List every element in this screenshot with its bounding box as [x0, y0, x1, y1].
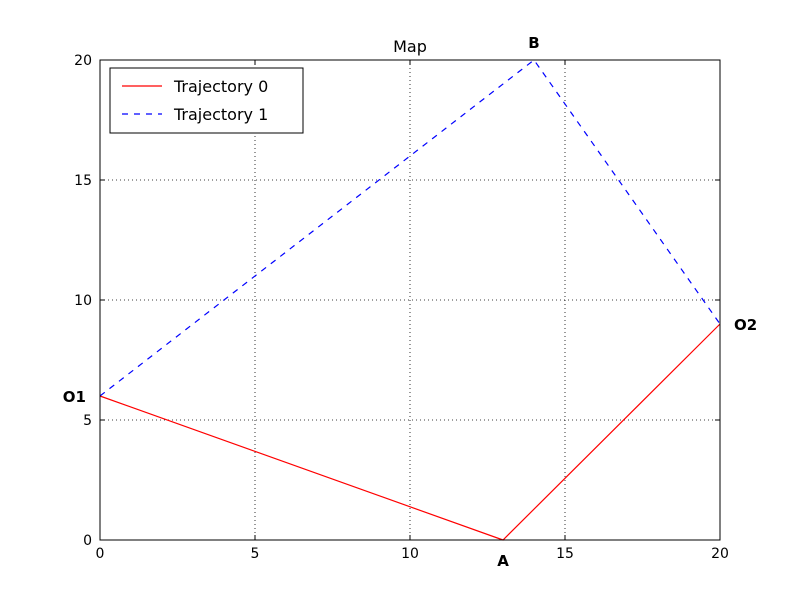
y-tick-label: 20: [74, 53, 92, 69]
legend-label-1: Trajectory 1: [173, 105, 268, 124]
point-label-a: A: [497, 552, 509, 570]
y-tick-label: 10: [74, 293, 92, 309]
y-tick-label: 5: [83, 413, 92, 429]
legend-label-0: Trajectory 0: [173, 77, 268, 96]
series-line-1: [99, 59, 721, 397]
x-tick-label: 5: [251, 546, 260, 562]
legend: Trajectory 0 Trajectory 1: [109, 67, 304, 134]
x-tick-label: 20: [711, 546, 729, 562]
x-tick-label: 10: [401, 546, 419, 562]
chart-title: Map: [393, 37, 427, 56]
x-tick-label: 0: [96, 546, 105, 562]
legend-box: [109, 67, 304, 134]
point-label-o2: O2: [734, 316, 757, 334]
grid: [100, 60, 720, 540]
point-label-b: B: [528, 34, 539, 52]
y-tick-label: 0: [83, 533, 92, 549]
x-tick-label: 15: [556, 546, 574, 562]
plot-frame: [99, 59, 721, 541]
point-label-o1: O1: [63, 388, 86, 406]
y-tick-label: 15: [74, 173, 92, 189]
point-annotations: O1 A B O2: [63, 34, 757, 570]
